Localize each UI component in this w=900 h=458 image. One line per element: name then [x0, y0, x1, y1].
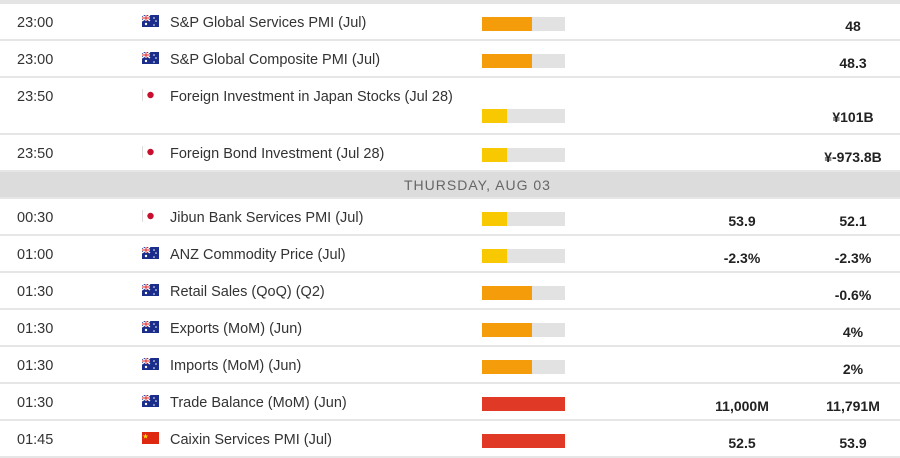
australia-flag-icon — [141, 394, 159, 407]
australia-flag-icon — [141, 51, 159, 64]
japan-flag-icon — [142, 210, 159, 222]
impact-fill — [482, 212, 507, 226]
impact-bar — [482, 397, 565, 411]
event-name[interactable]: S&P Global Services PMI (Jul) — [170, 15, 367, 31]
previous-value: -0.6% — [834, 287, 872, 303]
actual-value: -2.3% — [723, 250, 761, 266]
japan-flag-icon — [142, 146, 159, 158]
event-time: 23:00 — [17, 52, 54, 68]
day-header: THURSDAY, AUG 03 — [0, 172, 900, 199]
event-row[interactable]: 01:30 Exports (MoM) (Jun) 4% — [0, 310, 900, 347]
impact-fill — [482, 148, 507, 162]
event-row[interactable]: 23:50 Foreign Bond Investment (Jul 28) ¥-9… — [0, 135, 900, 172]
event-row[interactable]: 01:30 Trade Balance (MoM) (Jun) 11,000M 11,… — [0, 384, 900, 421]
actual-value: 11,000M — [715, 398, 769, 414]
event-row[interactable]: 23:00 S&P Global Services PMI (Jul) 48 — [0, 4, 900, 41]
previous-value: 4% — [842, 324, 864, 340]
day-label: THURSDAY, AUG 03 — [404, 177, 551, 193]
previous-value: ¥-973.8B — [824, 149, 882, 165]
event-time: 01:00 — [17, 247, 54, 263]
impact-bar — [482, 109, 565, 123]
previous-value: 52.1 — [839, 213, 867, 229]
event-name[interactable]: Jibun Bank Services PMI (Jul) — [170, 210, 364, 226]
previous-value: -2.3% — [834, 250, 872, 266]
event-time: 23:00 — [17, 15, 54, 31]
impact-bar — [482, 323, 565, 337]
previous-value: 11,791M — [826, 398, 880, 414]
event-row[interactable]: 00:30 Jibun Bank Services PMI (Jul) 53.9 52… — [0, 199, 900, 236]
event-row[interactable]: 23:00 S&P Global Composite PMI (Jul) 48.3 — [0, 41, 900, 78]
impact-fill — [482, 54, 532, 68]
impact-fill — [482, 17, 532, 31]
australia-flag-icon — [141, 283, 159, 296]
impact-fill — [482, 249, 507, 263]
previous-value: 2% — [842, 361, 864, 377]
japan-flag-icon — [142, 89, 159, 101]
australia-flag-icon — [141, 14, 159, 27]
previous-value: ¥101B — [832, 109, 874, 125]
event-time: 01:45 — [17, 432, 54, 448]
event-time: 01:30 — [17, 284, 54, 300]
previous-value: 53.9 — [839, 435, 867, 451]
event-row[interactable]: 01:30 Imports (MoM) (Jun) 2% — [0, 347, 900, 384]
event-time: 23:50 — [17, 146, 54, 162]
divider — [0, 0, 900, 4]
impact-bar — [482, 212, 565, 226]
event-name[interactable]: Foreign Bond Investment (Jul 28) — [170, 146, 385, 162]
china-flag-icon — [142, 432, 159, 444]
event-time: 01:30 — [17, 395, 54, 411]
impact-fill — [482, 397, 565, 411]
impact-bar — [482, 54, 565, 68]
event-name[interactable]: S&P Global Composite PMI (Jul) — [170, 52, 381, 68]
event-time: 01:30 — [17, 321, 54, 337]
event-name[interactable]: Retail Sales (QoQ) (Q2) — [170, 284, 325, 300]
impact-bar — [482, 148, 565, 162]
impact-fill — [482, 286, 532, 300]
impact-fill — [482, 434, 565, 448]
australia-flag-icon — [141, 320, 159, 333]
event-time: 01:30 — [17, 358, 54, 374]
event-name[interactable]: ANZ Commodity Price (Jul) — [170, 247, 346, 263]
impact-bar — [482, 360, 565, 374]
impact-fill — [482, 323, 532, 337]
impact-fill — [482, 360, 532, 374]
event-name[interactable]: Imports (MoM) (Jun) — [170, 358, 302, 374]
event-name[interactable]: Exports (MoM) (Jun) — [170, 321, 303, 337]
previous-value: 48.3 — [839, 55, 867, 71]
event-time: 00:30 — [17, 210, 54, 226]
actual-value: 52.5 — [728, 435, 756, 451]
australia-flag-icon — [141, 246, 159, 259]
event-name[interactable]: Caixin Services PMI (Jul) — [170, 432, 332, 448]
impact-fill — [482, 109, 507, 123]
event-row[interactable]: 01:00 ANZ Commodity Price (Jul) -2.3% -2.3% — [0, 236, 900, 273]
event-time: 23:50 — [17, 89, 54, 105]
australia-flag-icon — [141, 357, 159, 370]
event-row[interactable]: 01:45 Caixin Services PMI (Jul) 52.5 53.9 — [0, 421, 900, 458]
impact-bar — [482, 286, 565, 300]
previous-value: 48 — [845, 18, 861, 34]
event-row[interactable]: 01:30 Retail Sales (QoQ) (Q2) -0.6% — [0, 273, 900, 310]
actual-value: 53.9 — [728, 213, 756, 229]
event-row[interactable]: 23:50 Foreign Investment in Japan Stocks … — [0, 78, 900, 135]
impact-bar — [482, 17, 565, 31]
impact-bar — [482, 434, 565, 448]
impact-bar — [482, 249, 565, 263]
event-name[interactable]: Trade Balance (MoM) (Jun) — [170, 395, 347, 411]
event-name[interactable]: Foreign Investment in Japan Stocks (Jul … — [170, 89, 453, 105]
